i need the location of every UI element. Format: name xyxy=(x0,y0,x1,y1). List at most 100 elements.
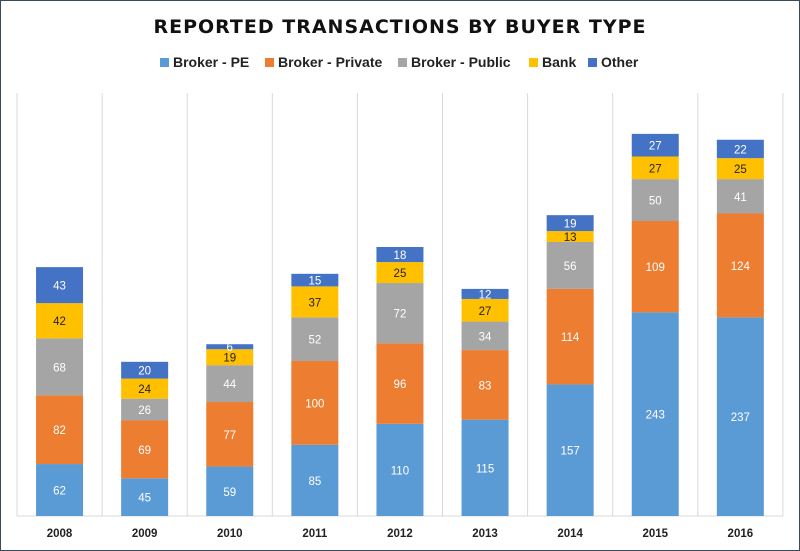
data-label: 56 xyxy=(564,261,577,273)
data-label: 45 xyxy=(138,493,151,505)
bar-segment xyxy=(631,133,679,157)
x-tick-label: 2016 xyxy=(728,528,754,540)
bar-segment xyxy=(461,298,509,322)
bar-segment xyxy=(376,343,424,424)
data-label: 18 xyxy=(394,250,407,262)
legend-label: Broker - Public xyxy=(411,54,511,70)
data-label: 243 xyxy=(646,410,665,422)
data-label: 13 xyxy=(564,232,577,244)
data-label: 43 xyxy=(53,281,66,293)
bar-segment xyxy=(716,317,764,516)
data-label: 34 xyxy=(479,331,492,343)
x-tick-label: 2015 xyxy=(642,528,668,540)
bar-segment xyxy=(461,350,509,420)
bar-segment xyxy=(546,215,594,232)
data-label: 237 xyxy=(731,412,750,424)
data-label: 27 xyxy=(649,163,662,175)
bar-segment xyxy=(376,247,424,263)
data-label: 42 xyxy=(53,316,66,328)
legend-label: Broker - PE xyxy=(173,54,249,70)
data-label: 59 xyxy=(223,487,236,499)
x-tick-label: 2008 xyxy=(47,528,73,540)
data-label: 27 xyxy=(479,306,492,318)
bar-segment xyxy=(206,344,254,350)
data-label: 157 xyxy=(561,446,580,458)
bar-segment xyxy=(121,420,169,479)
bar-segment xyxy=(631,221,679,313)
bar-segment xyxy=(206,349,254,366)
bar-segment xyxy=(121,378,169,399)
bar-segment xyxy=(291,360,339,445)
bar-segment xyxy=(461,288,509,299)
bars: 6282684243456926242059774419685100523715… xyxy=(36,133,764,516)
x-tick-label: 2014 xyxy=(557,528,583,540)
data-label: 25 xyxy=(394,268,407,280)
data-label: 26 xyxy=(138,405,151,417)
bar-segment xyxy=(36,303,84,339)
data-label: 62 xyxy=(53,486,66,498)
bar-segment xyxy=(291,317,339,361)
data-label: 20 xyxy=(138,366,151,378)
bar-segment xyxy=(716,139,764,159)
data-label: 22 xyxy=(734,144,747,156)
bar-segment xyxy=(716,158,764,180)
data-label: 110 xyxy=(391,465,409,477)
bar-segment xyxy=(36,464,84,516)
data-label: 100 xyxy=(305,398,324,410)
x-tick-label: 2011 xyxy=(302,528,328,540)
bar-segment xyxy=(546,384,594,516)
data-label: 44 xyxy=(223,379,236,391)
bar-segment xyxy=(291,273,339,287)
x-tick-label: 2010 xyxy=(217,528,243,540)
data-label: 37 xyxy=(308,297,321,309)
bar-segment xyxy=(121,361,169,379)
data-label: 72 xyxy=(394,309,407,321)
data-label: 6 xyxy=(227,342,233,354)
bar-segment xyxy=(206,402,254,467)
data-label: 41 xyxy=(734,192,747,204)
data-label: 77 xyxy=(223,430,236,442)
bar-segment xyxy=(206,466,254,516)
bar-segment xyxy=(376,262,424,284)
bar-segment xyxy=(206,365,254,403)
data-label: 25 xyxy=(734,164,747,176)
data-label: 12 xyxy=(479,289,492,301)
bar-segment xyxy=(631,156,679,180)
legend-swatch xyxy=(265,58,274,67)
legend-label: Broker - Private xyxy=(278,54,382,70)
bar-segment xyxy=(461,419,509,516)
bar-segment xyxy=(546,241,594,289)
bar-segment xyxy=(376,283,424,344)
data-label: 96 xyxy=(394,379,407,391)
data-label: 114 xyxy=(561,332,580,344)
x-axis-ticks: 2008 2009 2010 2011 2012 2013 2014 2015 2016 xyxy=(47,528,753,540)
bar-segment xyxy=(631,312,679,516)
bar-segment xyxy=(461,321,509,351)
data-label: 24 xyxy=(138,384,151,396)
x-tick-label: 2009 xyxy=(132,528,158,540)
data-label: 52 xyxy=(308,335,321,347)
bar-segment xyxy=(121,398,169,421)
data-label: 109 xyxy=(646,262,665,274)
x-tick-label: 2012 xyxy=(387,528,413,540)
bar-segment xyxy=(546,231,594,242)
x-tick-label: 2013 xyxy=(472,528,498,540)
data-label: 82 xyxy=(53,425,66,437)
legend-swatch xyxy=(398,58,407,67)
data-label: 115 xyxy=(476,463,494,475)
bar-segment xyxy=(546,288,594,385)
bar-segment xyxy=(121,478,169,516)
gridlines xyxy=(16,93,784,517)
legend-label: Other xyxy=(601,54,639,70)
data-label: 85 xyxy=(308,476,321,488)
data-label: 19 xyxy=(564,219,577,231)
chart-title: REPORTED TRANSACTIONS BY BUYER TYPE xyxy=(153,16,646,38)
bar-segment xyxy=(36,267,84,304)
bar-segment xyxy=(36,395,84,465)
data-label: 69 xyxy=(138,445,151,457)
legend-swatch xyxy=(588,58,597,67)
data-label: 124 xyxy=(731,261,751,273)
bar-segment xyxy=(36,338,84,396)
bar-segment xyxy=(376,423,424,516)
